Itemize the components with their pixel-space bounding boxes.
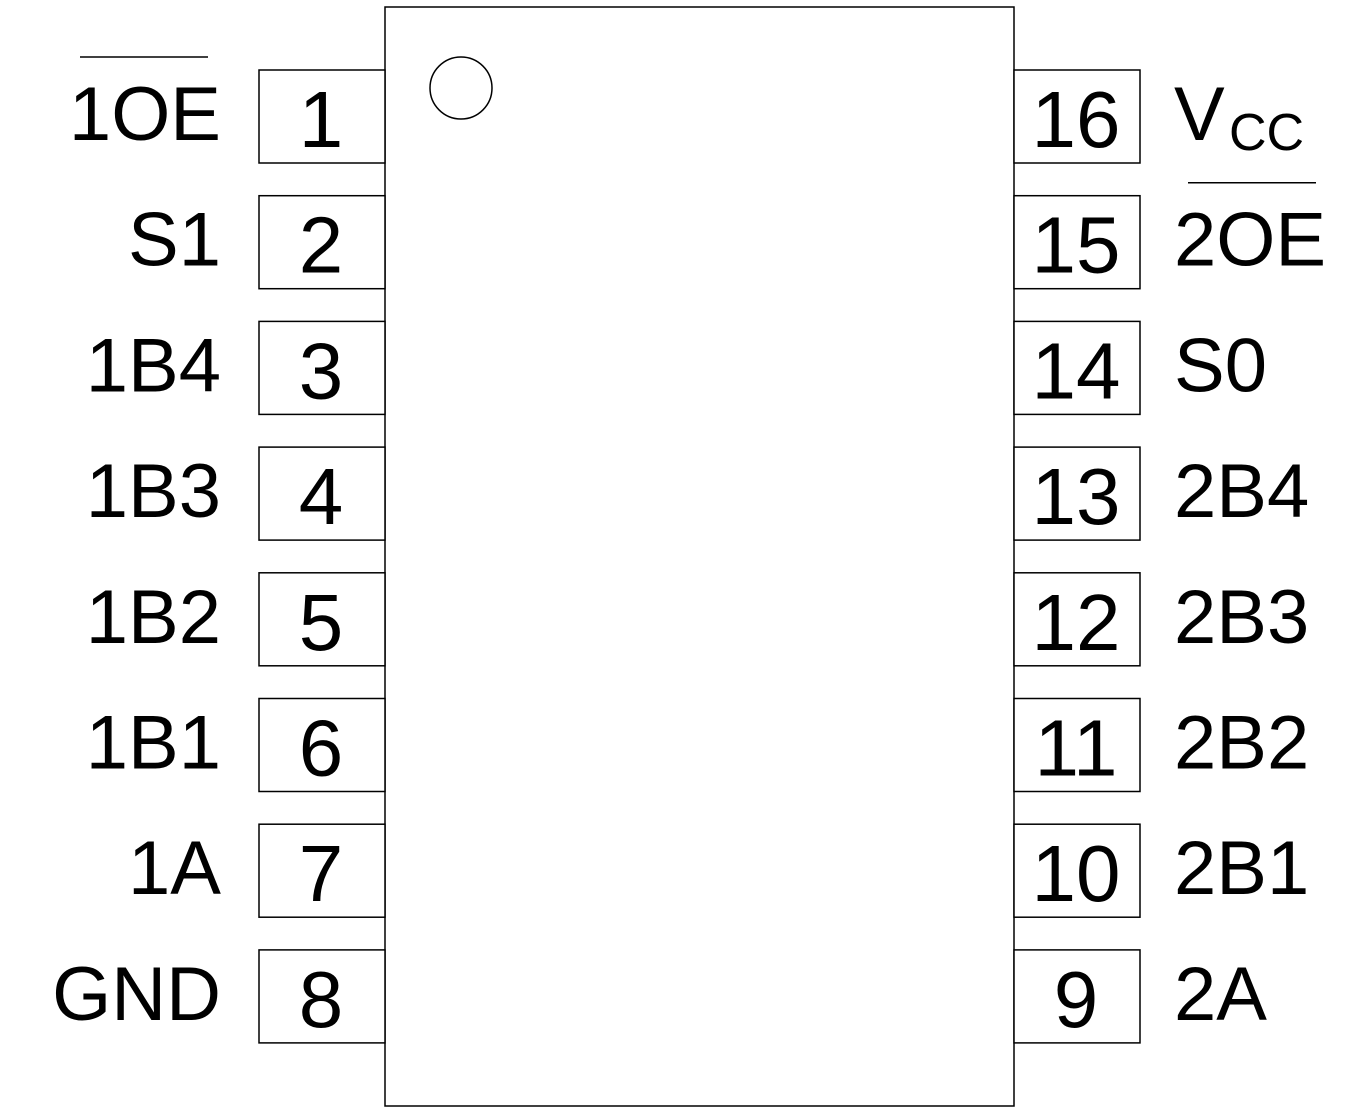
pin-name: V xyxy=(1174,72,1225,157)
pin-name: 2B3 xyxy=(1174,575,1309,660)
pin-6-box xyxy=(258,697,386,793)
pin-number: 13 xyxy=(1032,452,1121,541)
pin1-marker-icon xyxy=(429,56,493,120)
pin-number: 7 xyxy=(299,829,344,918)
pin-10-box xyxy=(1013,823,1141,918)
pin-name: 1B4 xyxy=(86,323,221,408)
pin-number: 9 xyxy=(1054,955,1099,1044)
pin-name: S1 xyxy=(128,198,221,283)
pin-14-box xyxy=(1013,320,1141,416)
pin-name: 1B3 xyxy=(86,449,221,534)
pin-name-subscript: CC xyxy=(1229,104,1304,162)
pin-13-box xyxy=(1013,446,1141,541)
pin-number: 14 xyxy=(1032,326,1121,415)
pin-number: 16 xyxy=(1032,75,1121,164)
chip-body xyxy=(384,6,1015,1107)
pin-7-box xyxy=(258,823,386,918)
pin-number: 3 xyxy=(299,326,344,415)
pin-5-box xyxy=(258,572,386,667)
pin-name: 2B4 xyxy=(1174,449,1309,534)
pin-number: 15 xyxy=(1032,201,1121,290)
pin-4-box xyxy=(258,446,386,541)
pin-number: 4 xyxy=(299,452,344,541)
pin-number: 5 xyxy=(299,578,344,667)
pin-number: 11 xyxy=(1034,704,1117,793)
pin-8-box xyxy=(258,949,386,1044)
pin-name: 1B1 xyxy=(86,701,221,786)
pin-name: 2B1 xyxy=(1174,826,1309,911)
pin-1-box xyxy=(258,69,386,164)
pin-name: S0 xyxy=(1174,323,1267,408)
pin-name: 2A xyxy=(1174,952,1267,1037)
pin-number: 10 xyxy=(1032,829,1121,918)
pin-name: 1OE xyxy=(69,72,221,157)
pin-number: 2 xyxy=(299,201,344,290)
pin-name: 1B2 xyxy=(86,575,221,660)
pin-name: GND xyxy=(52,952,221,1037)
pin-number: 6 xyxy=(299,704,344,793)
pin-name: 2OE xyxy=(1174,198,1326,283)
pin-name: 1A xyxy=(128,826,221,911)
pin-2-box xyxy=(258,194,386,290)
pin-11-box xyxy=(1013,697,1141,793)
pin-number: 1 xyxy=(299,75,344,164)
pin-9-box xyxy=(1013,949,1141,1044)
pin-number: 8 xyxy=(299,955,344,1044)
pin-3-box xyxy=(258,320,386,416)
pin-name: 2B2 xyxy=(1174,701,1309,786)
pin-15-box xyxy=(1013,194,1141,290)
pin-12-box xyxy=(1013,572,1141,667)
pin-number: 12 xyxy=(1032,578,1121,667)
pin-16-box xyxy=(1013,69,1141,164)
